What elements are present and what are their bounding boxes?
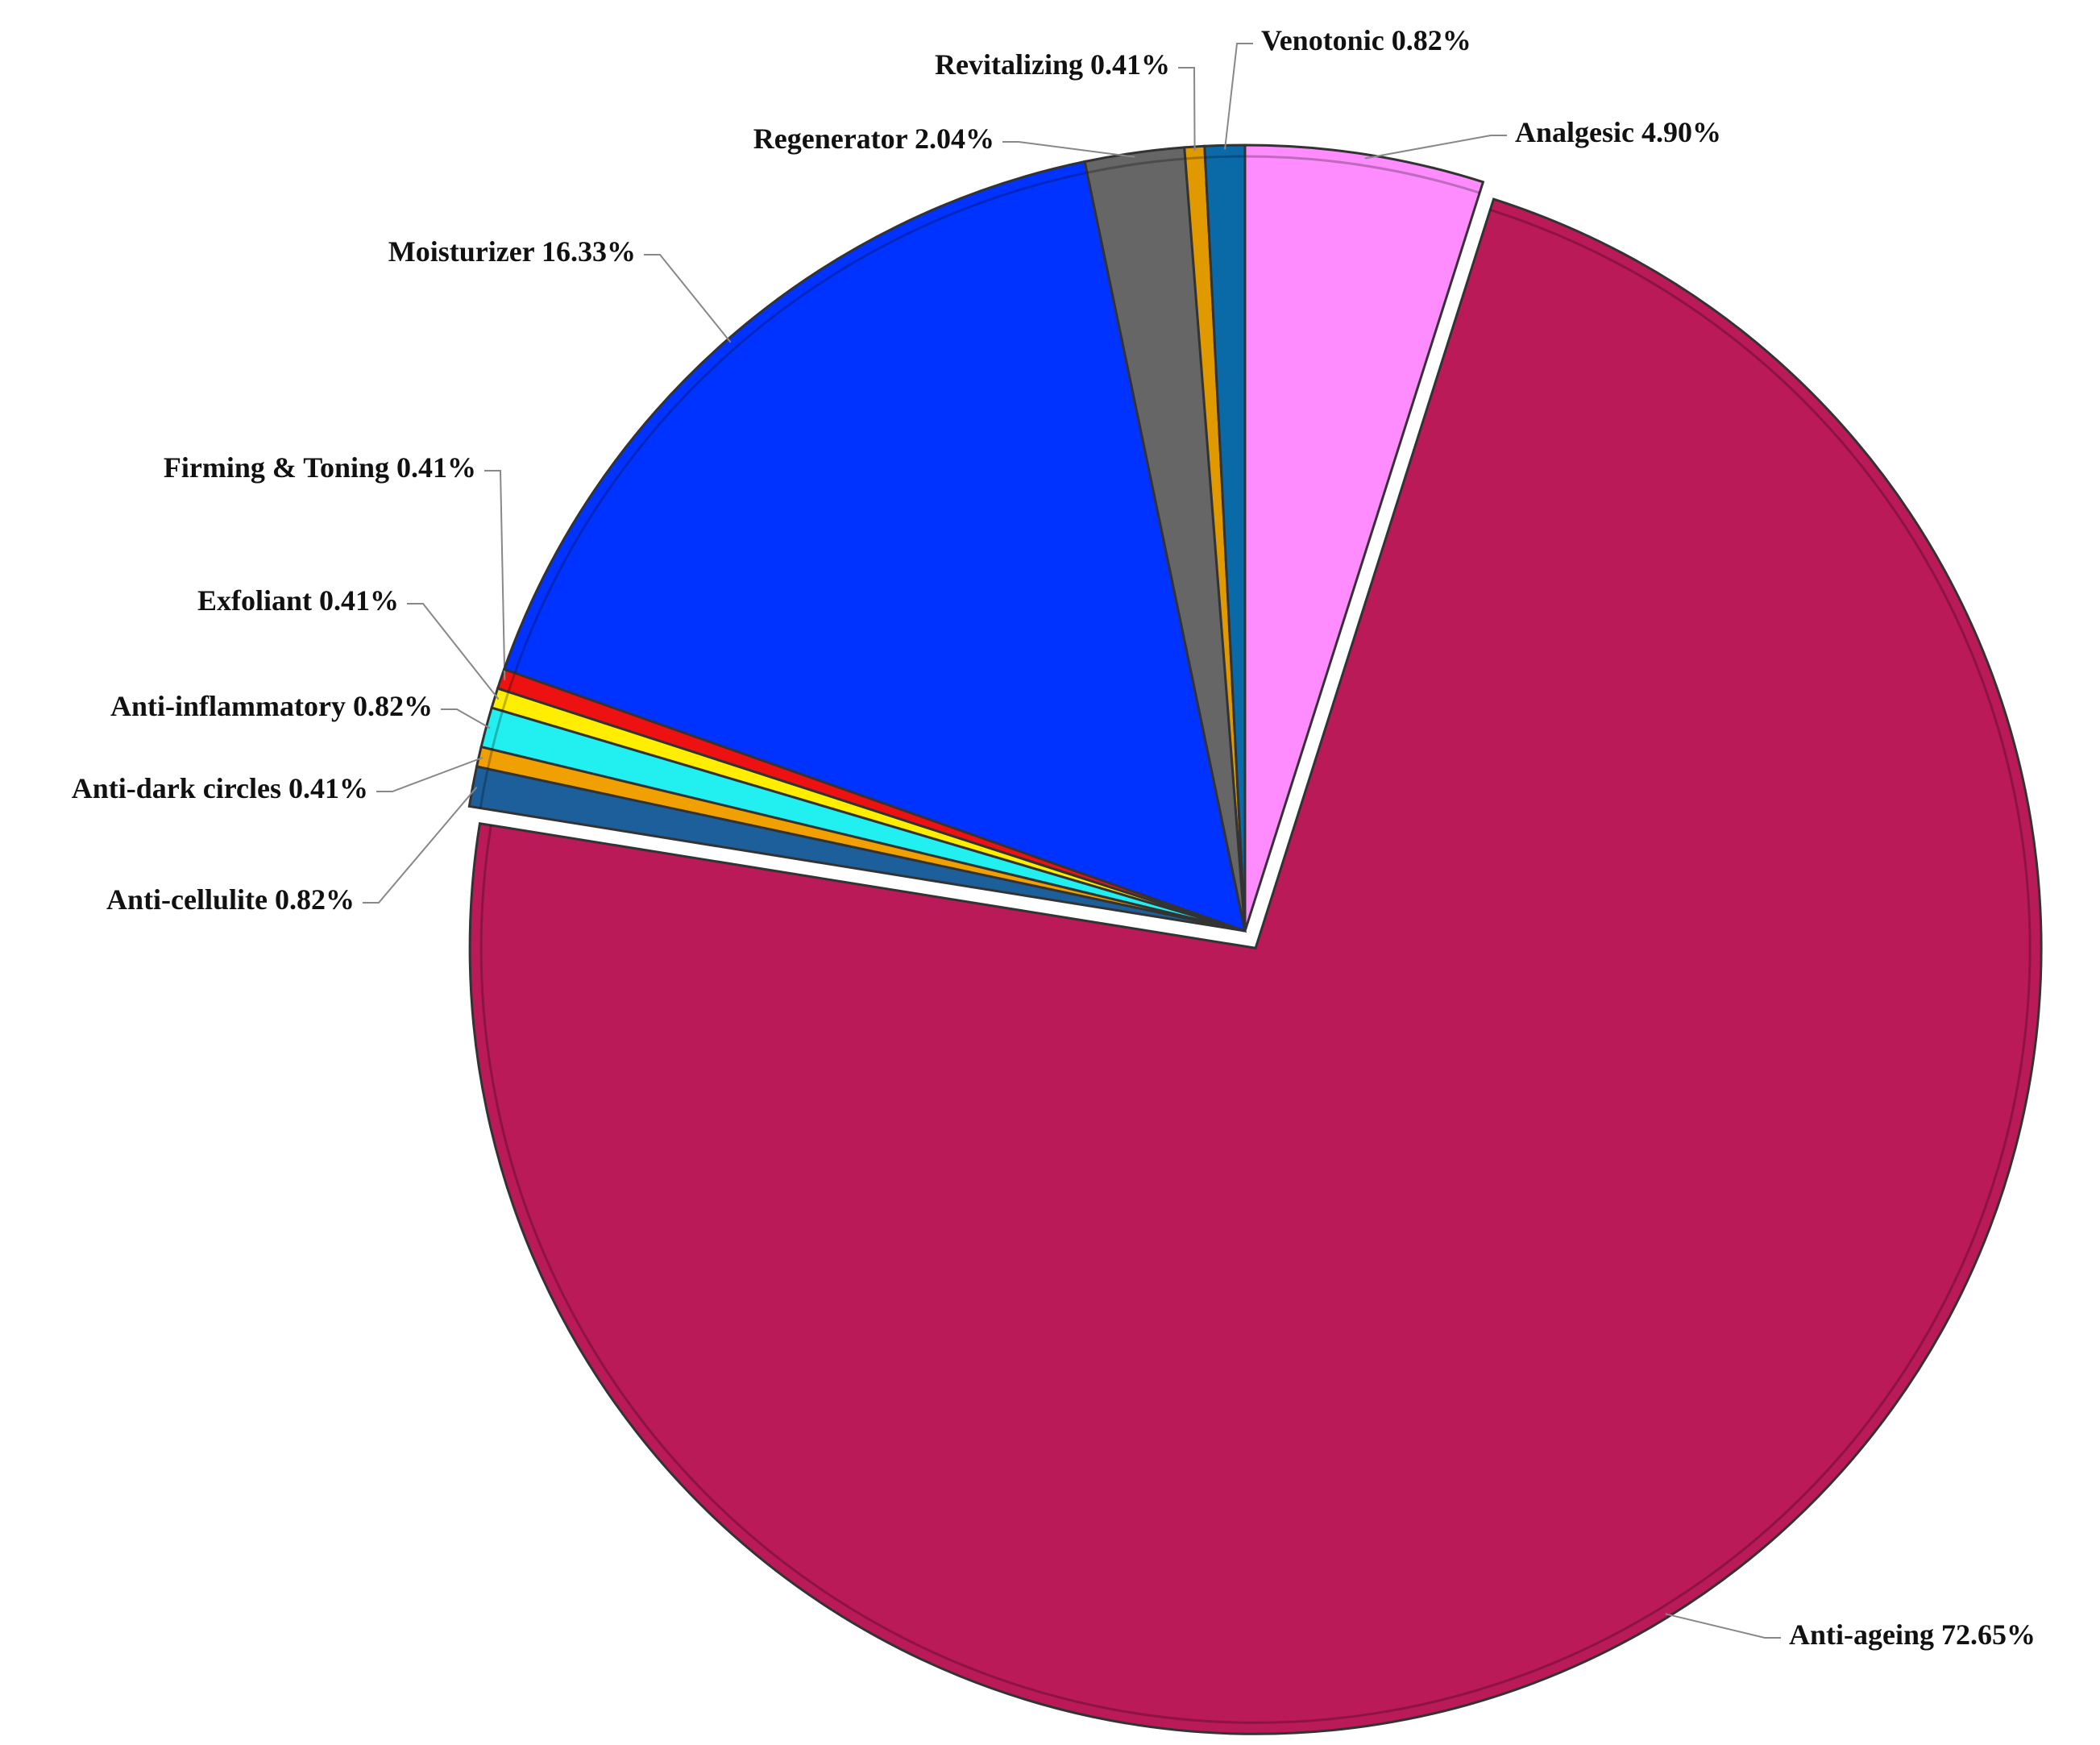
slice-value: 16.33% <box>542 235 636 268</box>
slice-value: 0.82% <box>353 690 433 722</box>
slice-name: Anti-inflammatory <box>110 690 346 722</box>
leader-line <box>363 786 478 904</box>
slice-value: 0.41% <box>396 451 476 484</box>
slice-value: 0.41% <box>319 584 399 617</box>
slice-name: Analgesic <box>1515 116 1634 148</box>
slice-bevel <box>1185 156 1206 160</box>
leader-line <box>1364 135 1507 160</box>
leader-line <box>376 756 483 792</box>
slice-name: Firming & Toning <box>164 451 389 484</box>
slice-value: 0.82% <box>275 883 355 916</box>
slice-value: 72.65% <box>1941 1618 2036 1651</box>
slice-value: 2.04% <box>915 123 994 155</box>
slice-name: Regenerator <box>753 123 908 155</box>
pie-slice <box>468 197 2043 1735</box>
slice-label: Regenerator 2.04% <box>753 123 994 155</box>
slice-label: Revitalizing 0.41% <box>935 48 1170 81</box>
slice-name: Exfoliant <box>197 584 312 617</box>
leader-line <box>484 470 506 680</box>
slice-name: Venotonic <box>1261 24 1384 56</box>
leader-line <box>441 708 491 729</box>
leader-line <box>1178 67 1196 152</box>
slice-label: Exfoliant 0.41% <box>197 584 399 617</box>
slice-label: Venotonic 0.82% <box>1261 24 1471 56</box>
slice-label: Anti-cellulite 0.82% <box>106 883 355 916</box>
slice-name: Moisturizer <box>388 235 535 268</box>
slice-name: Anti-cellulite <box>106 883 268 916</box>
slice-name: Revitalizing <box>935 48 1083 81</box>
slice-label: Anti-dark circles 0.41% <box>72 772 368 804</box>
slice-bevel <box>479 209 2032 1724</box>
slice-bevel <box>1205 155 1246 159</box>
leader-line <box>1002 141 1135 158</box>
slice-label: Firming & Toning 0.41% <box>164 451 476 484</box>
slice-value: 4.90% <box>1641 116 1721 148</box>
slice-value: 0.82% <box>1392 24 1471 56</box>
slice-value: 0.41% <box>288 772 368 804</box>
slice-bevel <box>1244 155 1480 194</box>
slice-bevel <box>513 171 1088 674</box>
slice-name: Anti-ageing <box>1789 1618 1934 1651</box>
slice-bevel <box>1086 157 1185 174</box>
slice-name: Anti-dark circles <box>72 772 281 804</box>
leader-line <box>1224 43 1253 150</box>
leader-line <box>644 254 732 343</box>
slice-label: Moisturizer 16.33% <box>388 235 636 268</box>
slice-label: Anti-inflammatory 0.82% <box>110 690 433 722</box>
leader-line <box>1665 1613 1781 1639</box>
pie-slice <box>1243 143 1485 932</box>
slice-label: Anti-ageing 72.65% <box>1789 1618 2036 1651</box>
slice-value: 0.41% <box>1090 48 1170 81</box>
leader-line <box>407 603 500 700</box>
slice-label: Analgesic 4.90% <box>1515 116 1721 148</box>
